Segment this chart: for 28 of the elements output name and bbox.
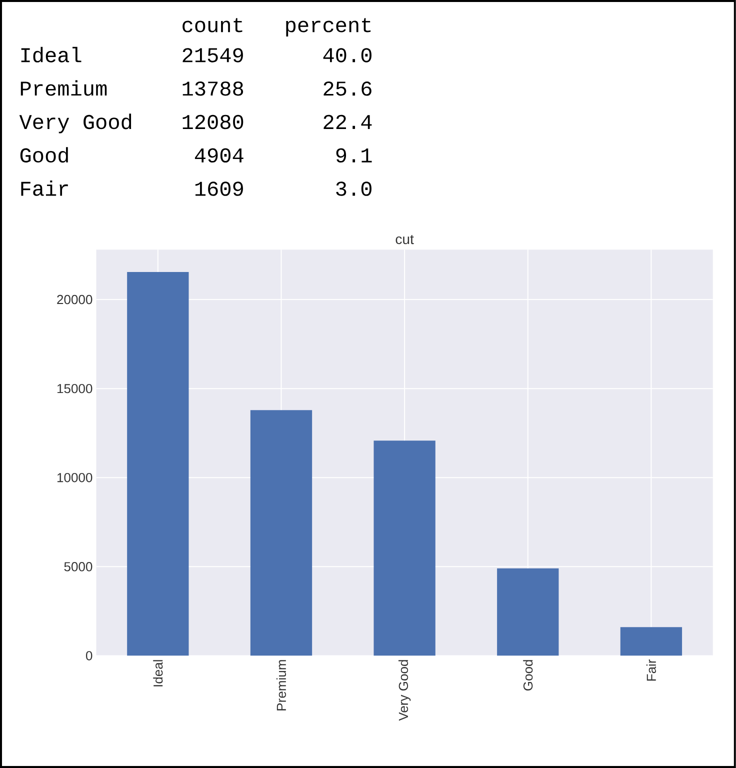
text: 9.1 xyxy=(336,148,372,163)
y-tick-label: 10000 xyxy=(58,473,92,482)
y-tick-label: 20000 xyxy=(57,294,92,304)
category-label: Very Good xyxy=(19,114,132,134)
x-tick-label: Very Good xyxy=(398,660,411,721)
x-tick-label: Good xyxy=(523,660,533,690)
category-label: Good xyxy=(20,147,68,163)
chart-title: cut xyxy=(396,234,414,244)
category-label: Ideal xyxy=(21,46,82,62)
text: 4904 xyxy=(195,148,244,163)
x-tick-label: Ideal xyxy=(153,660,163,686)
text: 22.4 xyxy=(324,114,372,129)
x-tick-label: Fair xyxy=(646,659,656,681)
y-tick-label: 0 xyxy=(86,651,92,660)
text: count xyxy=(182,18,242,32)
x-tick-label: Premium xyxy=(276,660,286,710)
text: 1609 xyxy=(195,182,244,196)
category-label: Premium xyxy=(20,80,107,96)
category-label: Fair xyxy=(21,180,68,196)
text: 3.0 xyxy=(336,182,372,196)
y-tick-label: 15000 xyxy=(58,384,92,394)
text: 12080 xyxy=(182,114,244,130)
text: 21549 xyxy=(182,48,244,62)
text: 25.6 xyxy=(324,81,372,96)
y-tick-label: 5000 xyxy=(64,562,92,572)
text: 13788 xyxy=(182,81,244,96)
text: 40.0 xyxy=(323,48,372,62)
text: percent xyxy=(286,18,371,36)
